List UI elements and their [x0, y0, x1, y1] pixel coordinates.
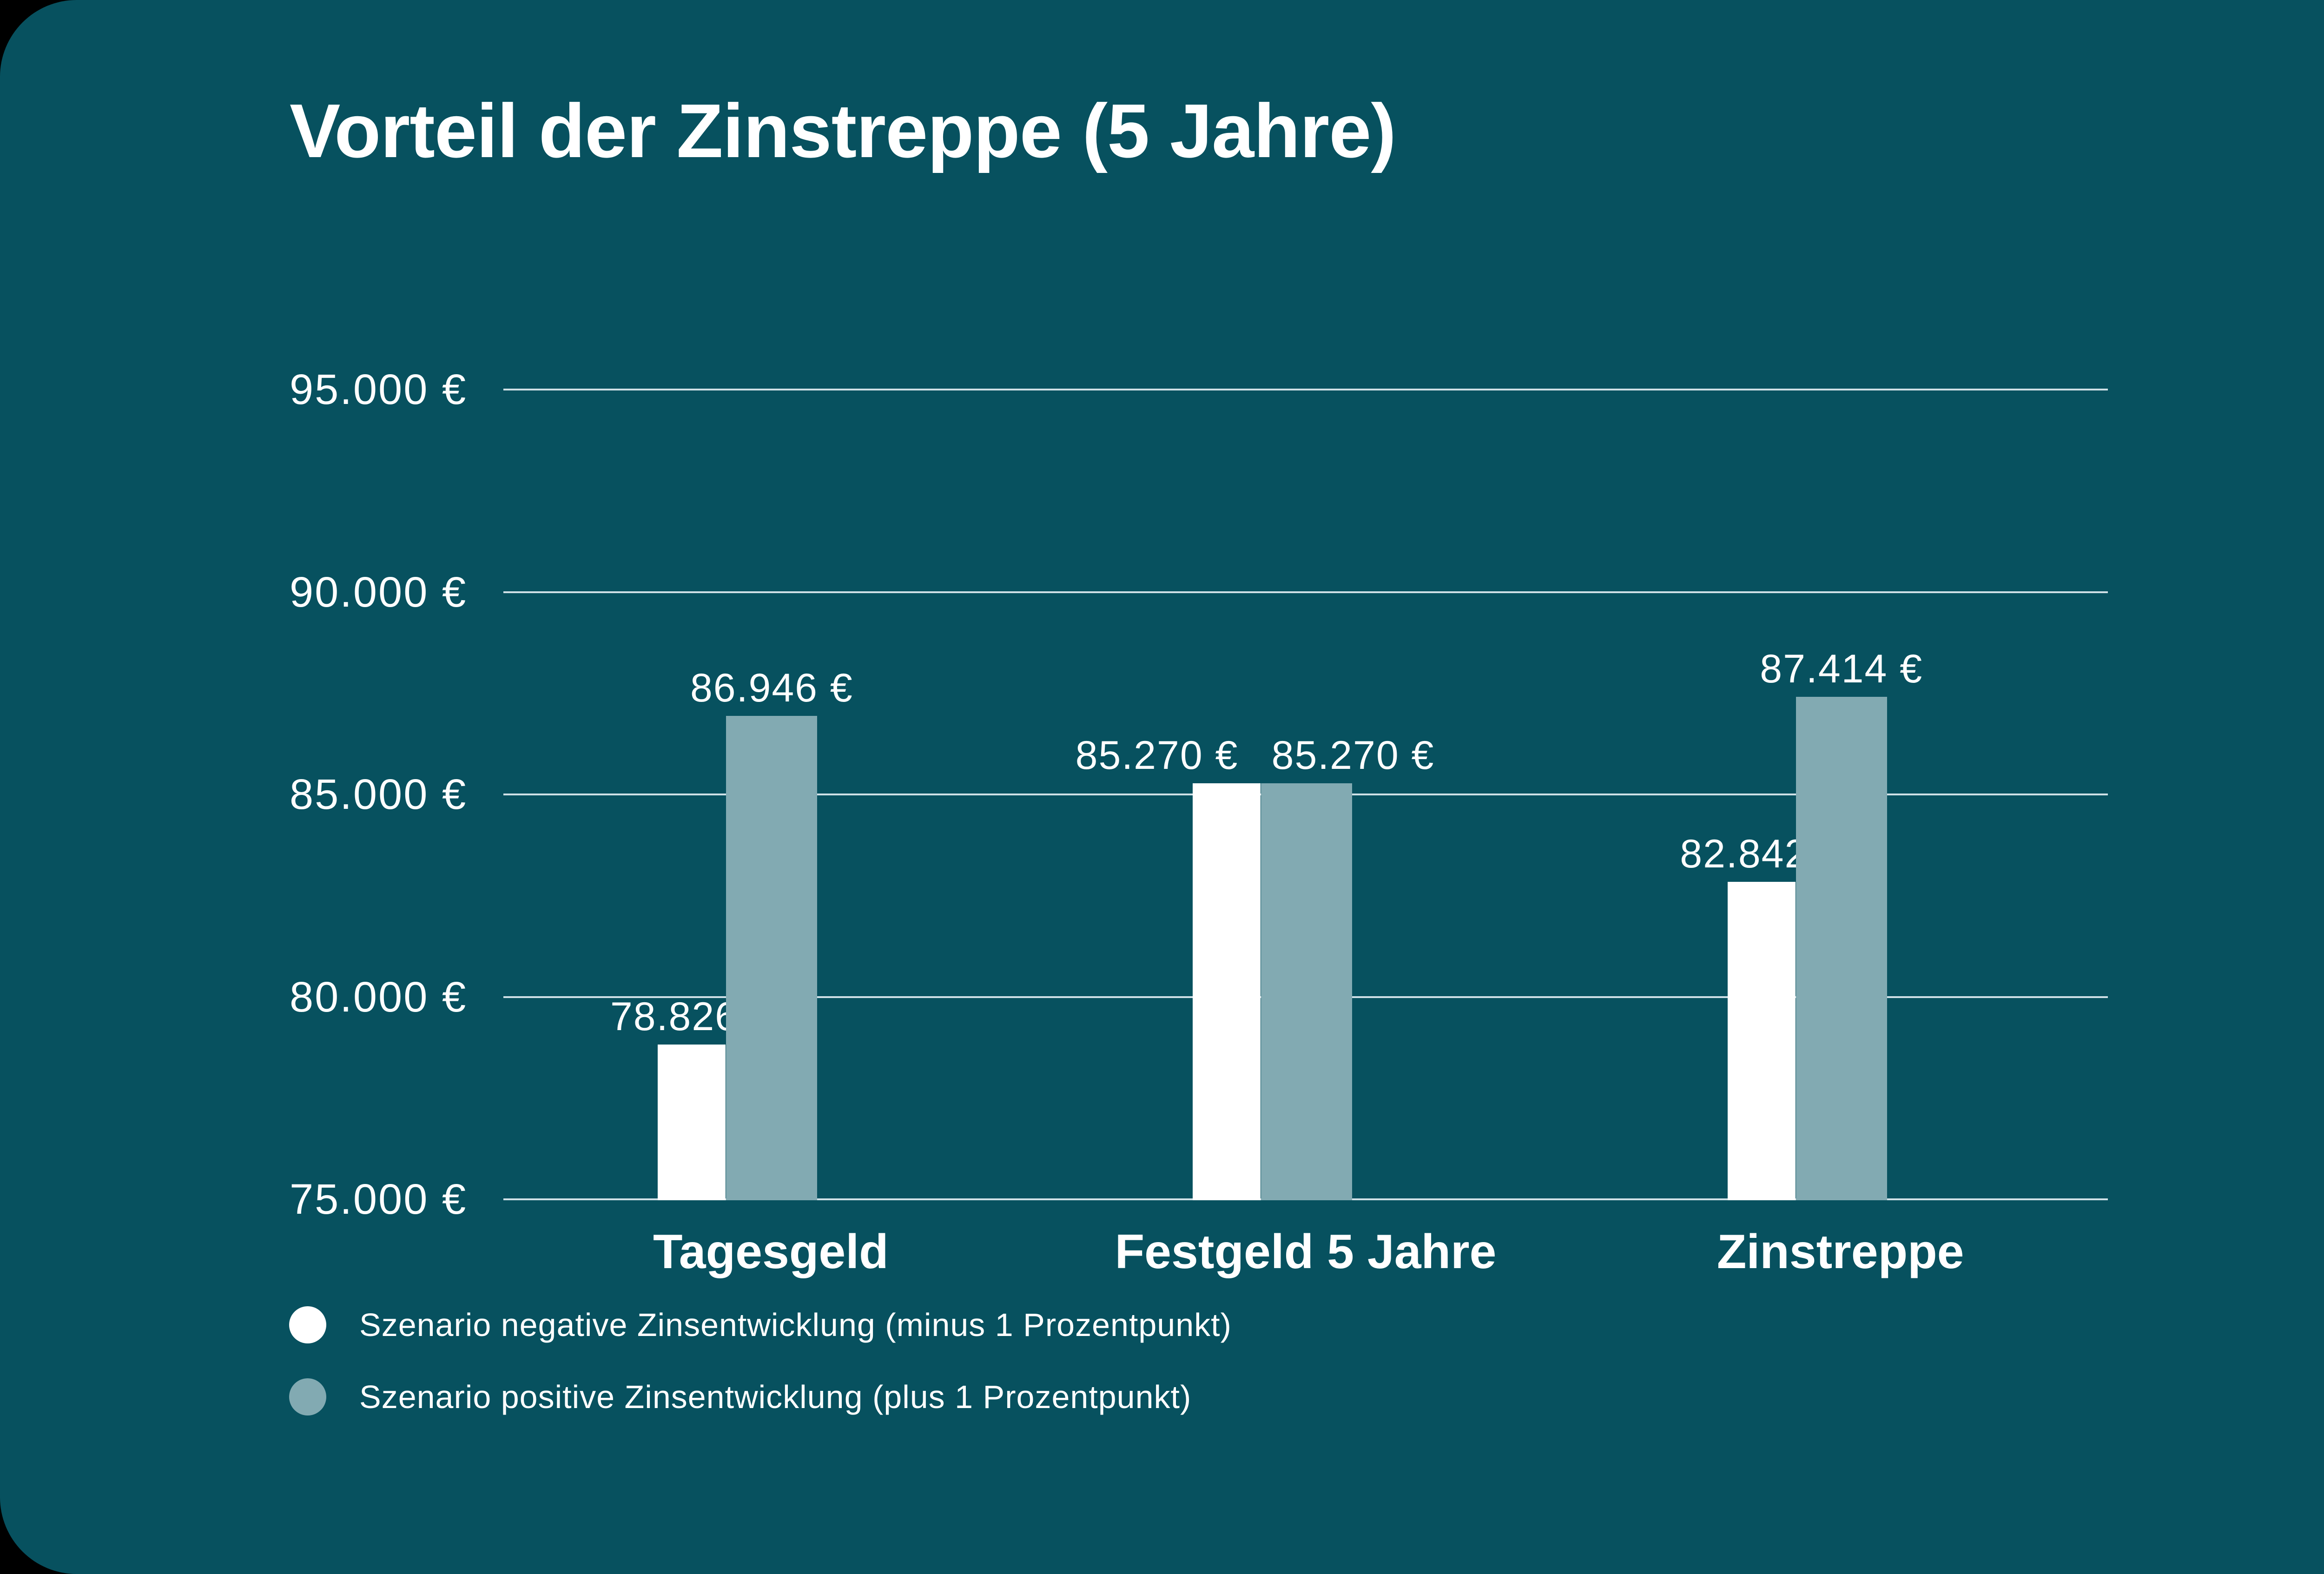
legend-dot-negative-icon [289, 1306, 326, 1343]
value-label-negative-1: 85.270 € [1075, 733, 1239, 778]
category-label-2: Zinstreppe [1717, 1225, 1964, 1279]
legend-label-positive: Szenario positive Zinsentwicklung (plus … [359, 1379, 1192, 1415]
category-label-1: Festgeld 5 Jahre [1115, 1225, 1497, 1279]
legend-item-negative: Szenario negative Zinsentwicklung (minus… [289, 1306, 1232, 1343]
y-tick-label-95000: 95.000 € [290, 366, 468, 413]
y-tick-label-75000: 75.000 € [290, 1176, 468, 1223]
y-tick-label-80000: 80.000 € [290, 973, 468, 1021]
bar-positive-2 [1796, 696, 1887, 1200]
bar-negative-0 [658, 1044, 726, 1200]
y-tick-label-85000: 85.000 € [290, 771, 468, 818]
bar-negative-2 [1727, 881, 1796, 1200]
legend-item-positive: Szenario positive Zinsentwicklung (plus … [289, 1378, 1191, 1415]
gridline-90000 [503, 591, 2108, 593]
value-label-positive-1: 85.270 € [1271, 733, 1435, 778]
value-label-positive-0: 86.946 € [690, 665, 853, 710]
category-label-0: Tagesgeld [653, 1225, 889, 1279]
value-label-positive-2: 87.414 € [1760, 646, 1923, 691]
legend-label-negative: Szenario negative Zinsentwicklung (minus… [359, 1307, 1232, 1343]
chart-title: Vorteil der Zinstreppe (5 Jahre) [290, 88, 1396, 173]
bar-positive-0 [726, 715, 818, 1200]
gridline-95000 [503, 389, 2108, 390]
bar-positive-1 [1261, 783, 1352, 1200]
bar-negative-1 [1193, 783, 1261, 1200]
y-tick-label-90000: 90.000 € [290, 568, 468, 616]
legend-dot-positive-icon [289, 1378, 326, 1415]
